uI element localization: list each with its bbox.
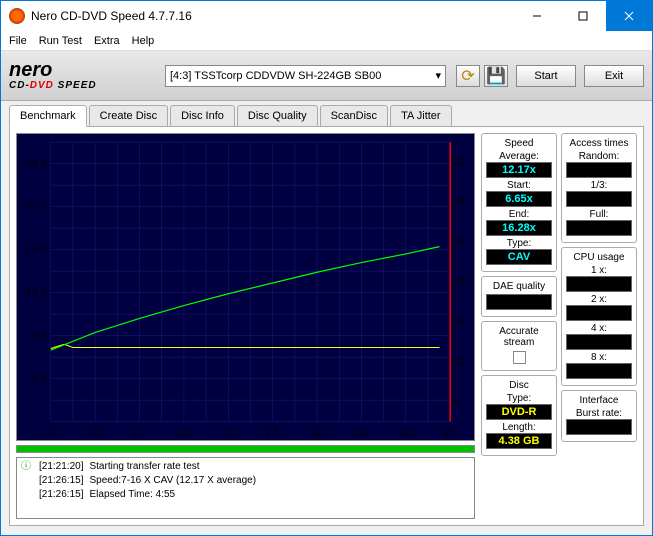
svg-text:12: 12 [454, 357, 465, 368]
window-controls [514, 1, 652, 31]
log-box: ⓘ[21:21:20]Starting transfer rate test [… [16, 457, 475, 519]
svg-text:24: 24 [454, 237, 465, 248]
access-full [566, 220, 632, 236]
svg-text:16: 16 [454, 317, 465, 328]
refresh-icon: ⟳ [461, 66, 474, 86]
info-icon: ⓘ [21, 460, 33, 474]
svg-text:1.0: 1.0 [133, 428, 147, 439]
tab-benchmark[interactable]: Benchmark [9, 105, 87, 127]
close-button[interactable] [606, 1, 652, 31]
svg-text:4.5: 4.5 [443, 428, 457, 439]
accurate-checkbox[interactable] [513, 351, 526, 364]
svg-text:3.5: 3.5 [355, 428, 369, 439]
main-window: Nero CD-DVD Speed 4.7.7.16 File Run Test… [0, 0, 653, 536]
menu-extra[interactable]: Extra [94, 35, 120, 47]
maximize-button[interactable] [560, 1, 606, 31]
svg-text:3.0: 3.0 [310, 428, 324, 439]
burst-rate [566, 419, 632, 435]
log-row: ⓘ[21:21:20]Starting transfer rate test [21, 460, 470, 474]
progress-bar [16, 445, 475, 453]
access-random [566, 162, 632, 178]
right-column: Speed Average: 12.17x Start: 6.65x End: … [481, 133, 637, 519]
minimize-button[interactable] [514, 1, 560, 31]
access-13 [566, 191, 632, 207]
speed-chart: 4 X 8 X 12 X 16 X 20 X 24 X 8 12 16 20 24 28 32 0.0 0.… [16, 133, 475, 441]
titlebar[interactable]: Nero CD-DVD Speed 4.7.7.16 [1, 1, 652, 31]
logo-sub: CD-DVD SPEED [9, 80, 97, 91]
svg-text:2.5: 2.5 [266, 428, 280, 439]
svg-text:24 X: 24 X [26, 159, 47, 170]
cpu-8x [566, 363, 632, 379]
svg-text:16 X: 16 X [26, 245, 47, 256]
app-icon [9, 8, 25, 24]
save-button[interactable]: 💾 [484, 65, 508, 87]
svg-text:8: 8 [454, 397, 460, 408]
disc-type: DVD-R [486, 404, 552, 420]
svg-text:0.0: 0.0 [44, 428, 58, 439]
refresh-button[interactable]: ⟳ [456, 65, 480, 87]
left-column: 4 X 8 X 12 X 16 X 20 X 24 X 8 12 16 20 24 28 32 0.0 0.… [16, 133, 475, 519]
svg-text:0.5: 0.5 [88, 428, 102, 439]
drive-dropdown[interactable]: [4:3] TSSTcorp CDDVDW SH-224GB SB00 ▾ [165, 65, 446, 87]
nero-logo: nero CD-DVD SPEED [9, 60, 159, 91]
content-area: 4 X 8 X 12 X 16 X 20 X 24 X 8 12 16 20 24 28 32 0.0 0.… [9, 126, 644, 526]
svg-text:8 X: 8 X [32, 331, 47, 342]
svg-text:1.5: 1.5 [177, 428, 191, 439]
speed-type: CAV [486, 249, 552, 265]
log-row: [21:26:15]Speed:7-16 X CAV (12.17 X aver… [21, 474, 470, 488]
svg-text:4.0: 4.0 [399, 428, 413, 439]
info-icon [21, 474, 33, 488]
tab-createdisc[interactable]: Create Disc [89, 105, 168, 127]
speed-average: 12.17x [486, 162, 552, 178]
cpu-2x [566, 305, 632, 321]
drive-selected: [4:3] TSSTcorp CDDVDW SH-224GB SB00 [170, 70, 381, 82]
accurate-panel: Accurate stream [481, 321, 557, 371]
tab-discquality[interactable]: Disc Quality [237, 105, 318, 127]
stat-col-2: Access times Random: 1/3: Full: CPU usag… [561, 133, 637, 519]
svg-text:20: 20 [454, 277, 465, 288]
tabs: Benchmark Create Disc Disc Info Disc Qua… [1, 101, 652, 127]
svg-text:2.0: 2.0 [221, 428, 235, 439]
interface-panel: Interface Burst rate: [561, 390, 637, 442]
cpu-4x [566, 334, 632, 350]
dae-value [486, 294, 552, 310]
chevron-down-icon: ▾ [435, 69, 441, 82]
stat-col-1: Speed Average: 12.17x Start: 6.65x End: … [481, 133, 557, 519]
window-title: Nero CD-DVD Speed 4.7.7.16 [31, 9, 514, 23]
menu-file[interactable]: File [9, 35, 27, 47]
toolbar: nero CD-DVD SPEED [4:3] TSSTcorp CDDVDW … [1, 51, 652, 101]
dae-panel: DAE quality [481, 276, 557, 317]
cpu-1x [566, 276, 632, 292]
svg-text:20 X: 20 X [26, 202, 47, 213]
menubar: File Run Test Extra Help [1, 31, 652, 51]
tab-discinfo[interactable]: Disc Info [170, 105, 235, 127]
svg-text:28: 28 [454, 197, 465, 208]
cpu-panel: CPU usage 1 x: 2 x: 4 x: 8 x: [561, 247, 637, 386]
speed-end: 16.28x [486, 220, 552, 236]
svg-text:32: 32 [454, 157, 465, 168]
floppy-icon: 💾 [486, 66, 506, 86]
info-icon [21, 488, 33, 502]
menu-help[interactable]: Help [132, 35, 155, 47]
svg-text:12 X: 12 X [26, 288, 47, 299]
speed-start: 6.65x [486, 191, 552, 207]
access-panel: Access times Random: 1/3: Full: [561, 133, 637, 243]
disc-panel: Disc Type: DVD-R Length: 4.38 GB [481, 375, 557, 456]
svg-text:4 X: 4 X [32, 374, 47, 385]
menu-runtest[interactable]: Run Test [39, 35, 82, 47]
log-row: [21:26:15]Elapsed Time: 4:55 [21, 488, 470, 502]
tab-tajitter[interactable]: TA Jitter [390, 105, 452, 127]
speed-panel: Speed Average: 12.17x Start: 6.65x End: … [481, 133, 557, 272]
tab-scandisc[interactable]: ScanDisc [320, 105, 388, 127]
logo-main: nero [9, 60, 52, 80]
start-button[interactable]: Start [516, 65, 576, 87]
exit-button[interactable]: Exit [584, 65, 644, 87]
disc-length: 4.38 GB [486, 433, 552, 449]
